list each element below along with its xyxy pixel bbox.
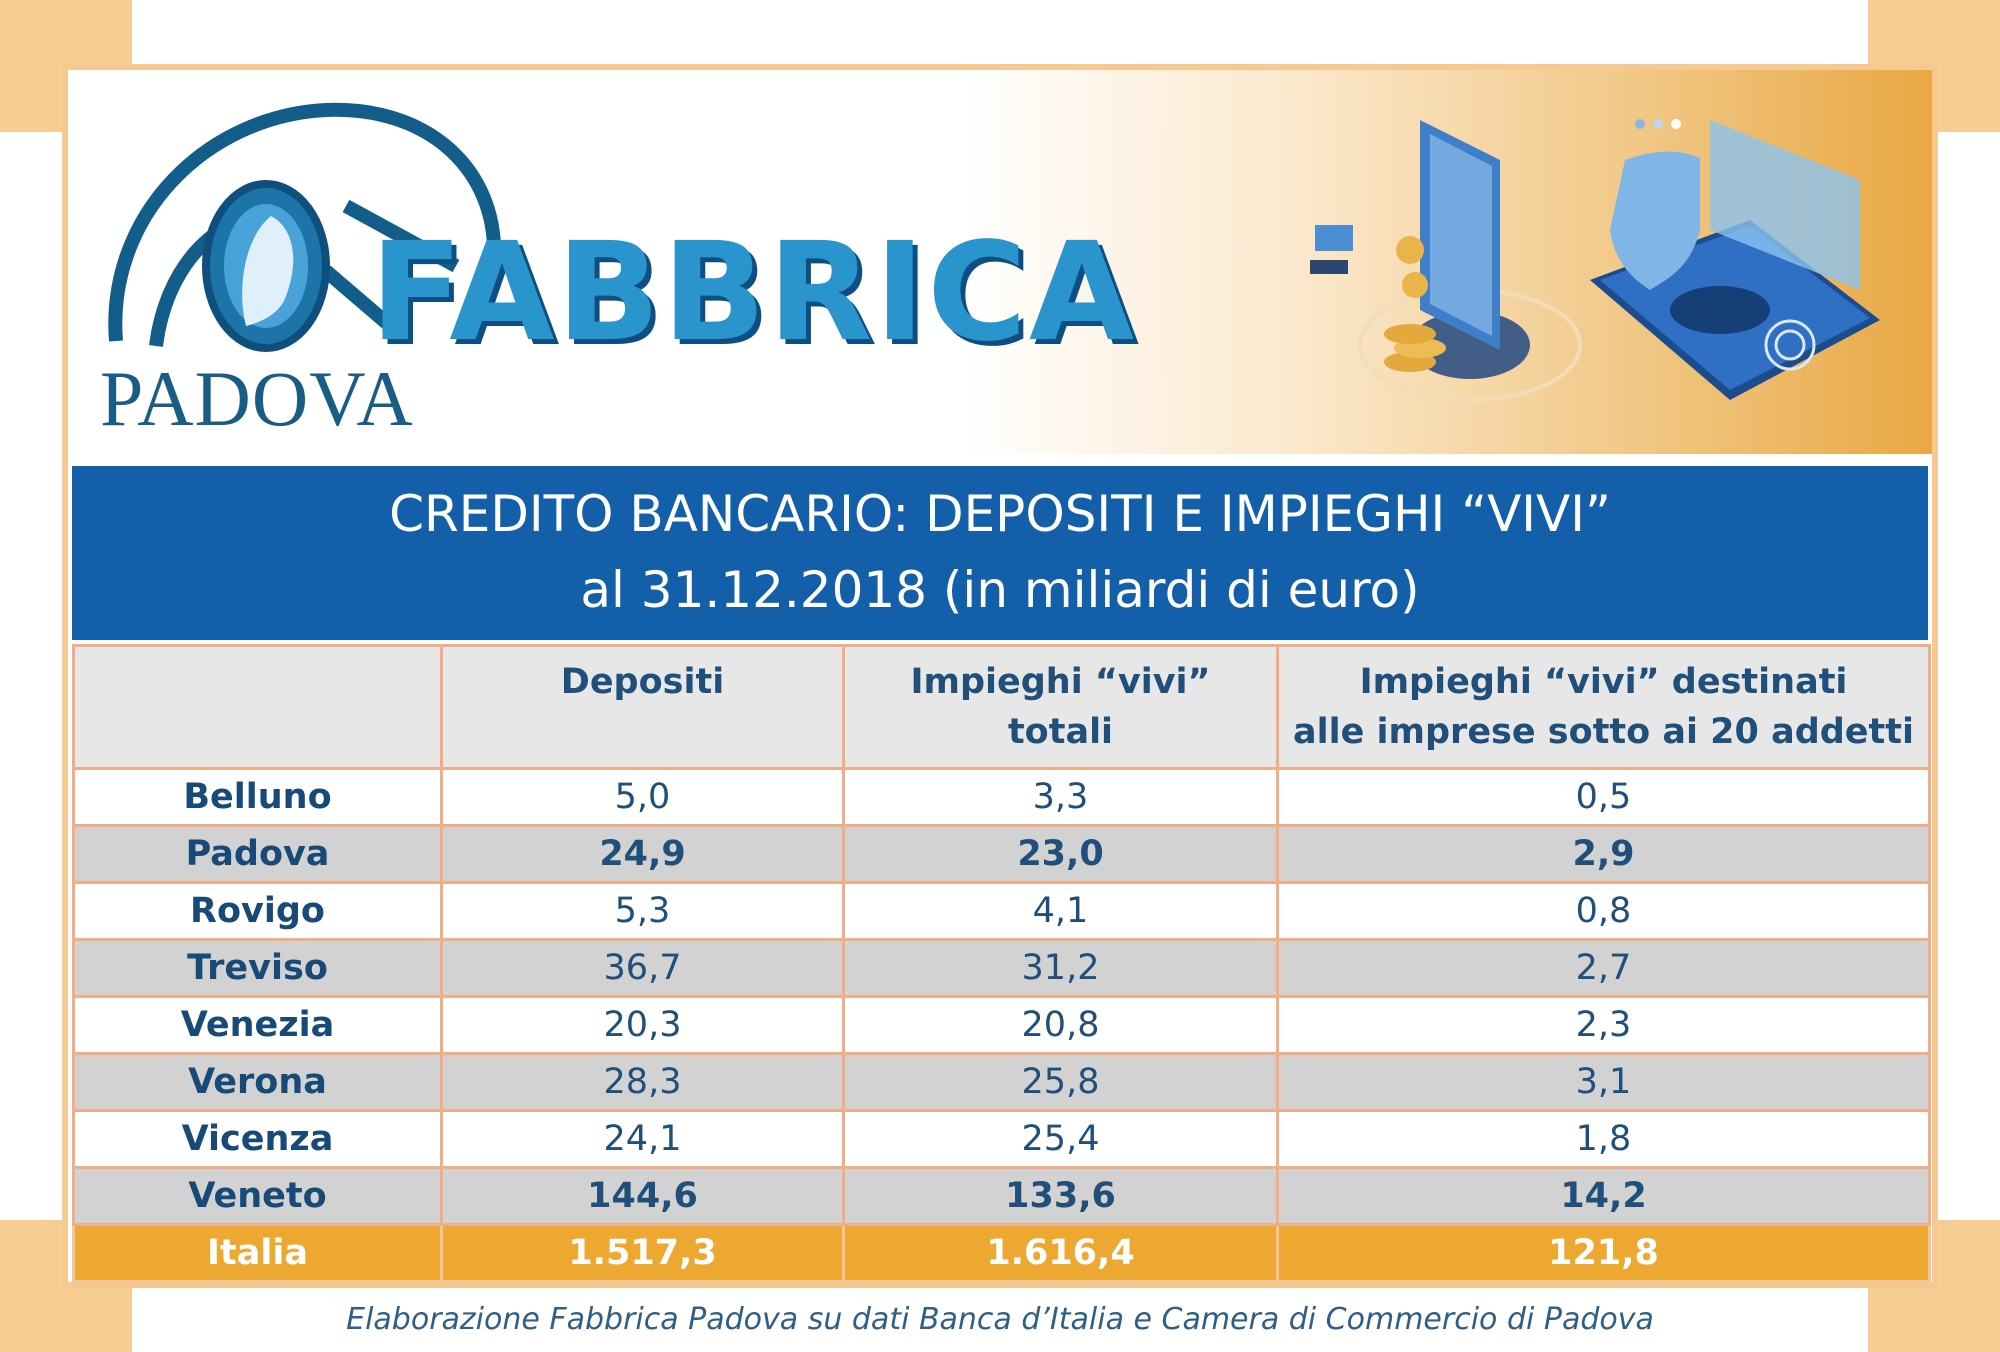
table-row: Treviso 36,7 31,2 2,7 bbox=[72, 938, 1931, 998]
row-name: Belluno bbox=[72, 767, 443, 827]
title-bar: CREDITO BANCARIO: DEPOSITI E IMPIEGHI “V… bbox=[72, 466, 1928, 640]
cell-depositi: 1.517,3 bbox=[440, 1223, 845, 1283]
cell-depositi: 24,9 bbox=[440, 824, 845, 884]
header-impieghi-piccole-line2: alle imprese sotto ai 20 addetti bbox=[1293, 712, 1914, 752]
title: CREDITO BANCARIO: DEPOSITI E IMPIEGHI “V… bbox=[389, 485, 1611, 543]
row-name: Veneto bbox=[72, 1166, 443, 1226]
cell-piccole: 2,7 bbox=[1276, 938, 1931, 998]
cell-impieghi: 31,2 bbox=[842, 938, 1279, 998]
header-depositi-label: Depositi bbox=[560, 662, 725, 702]
row-name: Treviso bbox=[72, 938, 443, 998]
cell-impieghi: 1.616,4 bbox=[842, 1223, 1279, 1283]
smartphone-coins-illustration bbox=[1310, 120, 1582, 402]
cell-piccole: 2,9 bbox=[1276, 824, 1931, 884]
header-impieghi-piccole: Impieghi “vivi” destinati alle imprese so… bbox=[1276, 644, 1931, 770]
cell-impieghi: 25,4 bbox=[842, 1109, 1279, 1169]
cell-depositi: 20,3 bbox=[440, 995, 845, 1055]
cell-piccole: 0,5 bbox=[1276, 767, 1931, 827]
cell-depositi: 144,6 bbox=[440, 1166, 845, 1226]
cell-piccole: 0,8 bbox=[1276, 881, 1931, 941]
cell-depositi: 36,7 bbox=[440, 938, 845, 998]
cell-depositi: 28,3 bbox=[440, 1052, 845, 1112]
cell-impieghi: 133,6 bbox=[842, 1166, 1279, 1226]
table-row: Vicenza 24,1 25,4 1,8 bbox=[72, 1109, 1931, 1169]
cell-piccole: 1,8 bbox=[1276, 1109, 1931, 1169]
cell-piccole: 3,1 bbox=[1276, 1052, 1931, 1112]
source-note: Elaborazione Fabbrica Padova su dati Ban… bbox=[346, 1302, 1654, 1337]
table-row: Belluno 5,0 3,3 0,5 bbox=[72, 767, 1931, 827]
shield-fingerprint-illustration bbox=[1590, 119, 1880, 400]
cell-depositi: 24,1 bbox=[440, 1109, 845, 1169]
table-row-total: Italia 1.517,3 1.616,4 121,8 bbox=[72, 1223, 1931, 1283]
row-name: Venezia bbox=[72, 995, 443, 1055]
fabbrica-padova-logo bbox=[108, 102, 501, 352]
cell-impieghi: 23,0 bbox=[842, 824, 1279, 884]
table-row: Padova 24,9 23,0 2,9 bbox=[72, 824, 1931, 884]
brand-wordmark: FABBRICA bbox=[370, 214, 1137, 372]
brand-city: PADOVA bbox=[100, 355, 414, 442]
cell-impieghi: 20,8 bbox=[842, 995, 1279, 1055]
cell-piccole: 121,8 bbox=[1276, 1223, 1931, 1283]
cell-impieghi: 25,8 bbox=[842, 1052, 1279, 1112]
cell-piccole: 14,2 bbox=[1276, 1166, 1931, 1226]
row-name: Verona bbox=[72, 1052, 443, 1112]
header-impieghi: Impieghi “vivi” totali bbox=[842, 644, 1279, 770]
subtitle: al 31.12.2018 (in miliardi di euro) bbox=[580, 561, 1420, 619]
row-name: Padova bbox=[72, 824, 443, 884]
finance-illustration bbox=[1310, 119, 1880, 402]
cell-depositi: 5,3 bbox=[440, 881, 845, 941]
cell-piccole: 2,3 bbox=[1276, 995, 1931, 1055]
row-name: Italia bbox=[72, 1223, 443, 1283]
table-row: Veneto 144,6 133,6 14,2 bbox=[72, 1166, 1931, 1226]
table-row: Venezia 20,3 20,8 2,3 bbox=[72, 995, 1931, 1055]
credit-table: Depositi Impieghi “vivi” totali Impieghi … bbox=[72, 644, 1931, 1283]
header-row: Depositi Impieghi “vivi” totali Impieghi … bbox=[72, 644, 1931, 770]
header-impieghi-line2: totali bbox=[1007, 712, 1114, 752]
table-row: Verona 28,3 25,8 3,1 bbox=[72, 1052, 1931, 1112]
cell-impieghi: 3,3 bbox=[842, 767, 1279, 827]
cell-impieghi: 4,1 bbox=[842, 881, 1279, 941]
header-depositi: Depositi bbox=[440, 644, 845, 770]
table-row: Rovigo 5,3 4,1 0,8 bbox=[72, 881, 1931, 941]
header-impieghi-line1: Impieghi “vivi” bbox=[910, 662, 1211, 702]
row-name: Rovigo bbox=[72, 881, 443, 941]
header-impieghi-piccole-line1: Impieghi “vivi” destinati bbox=[1359, 662, 1848, 702]
header-province bbox=[72, 644, 443, 770]
row-name: Vicenza bbox=[72, 1109, 443, 1169]
cell-depositi: 5,0 bbox=[440, 767, 845, 827]
